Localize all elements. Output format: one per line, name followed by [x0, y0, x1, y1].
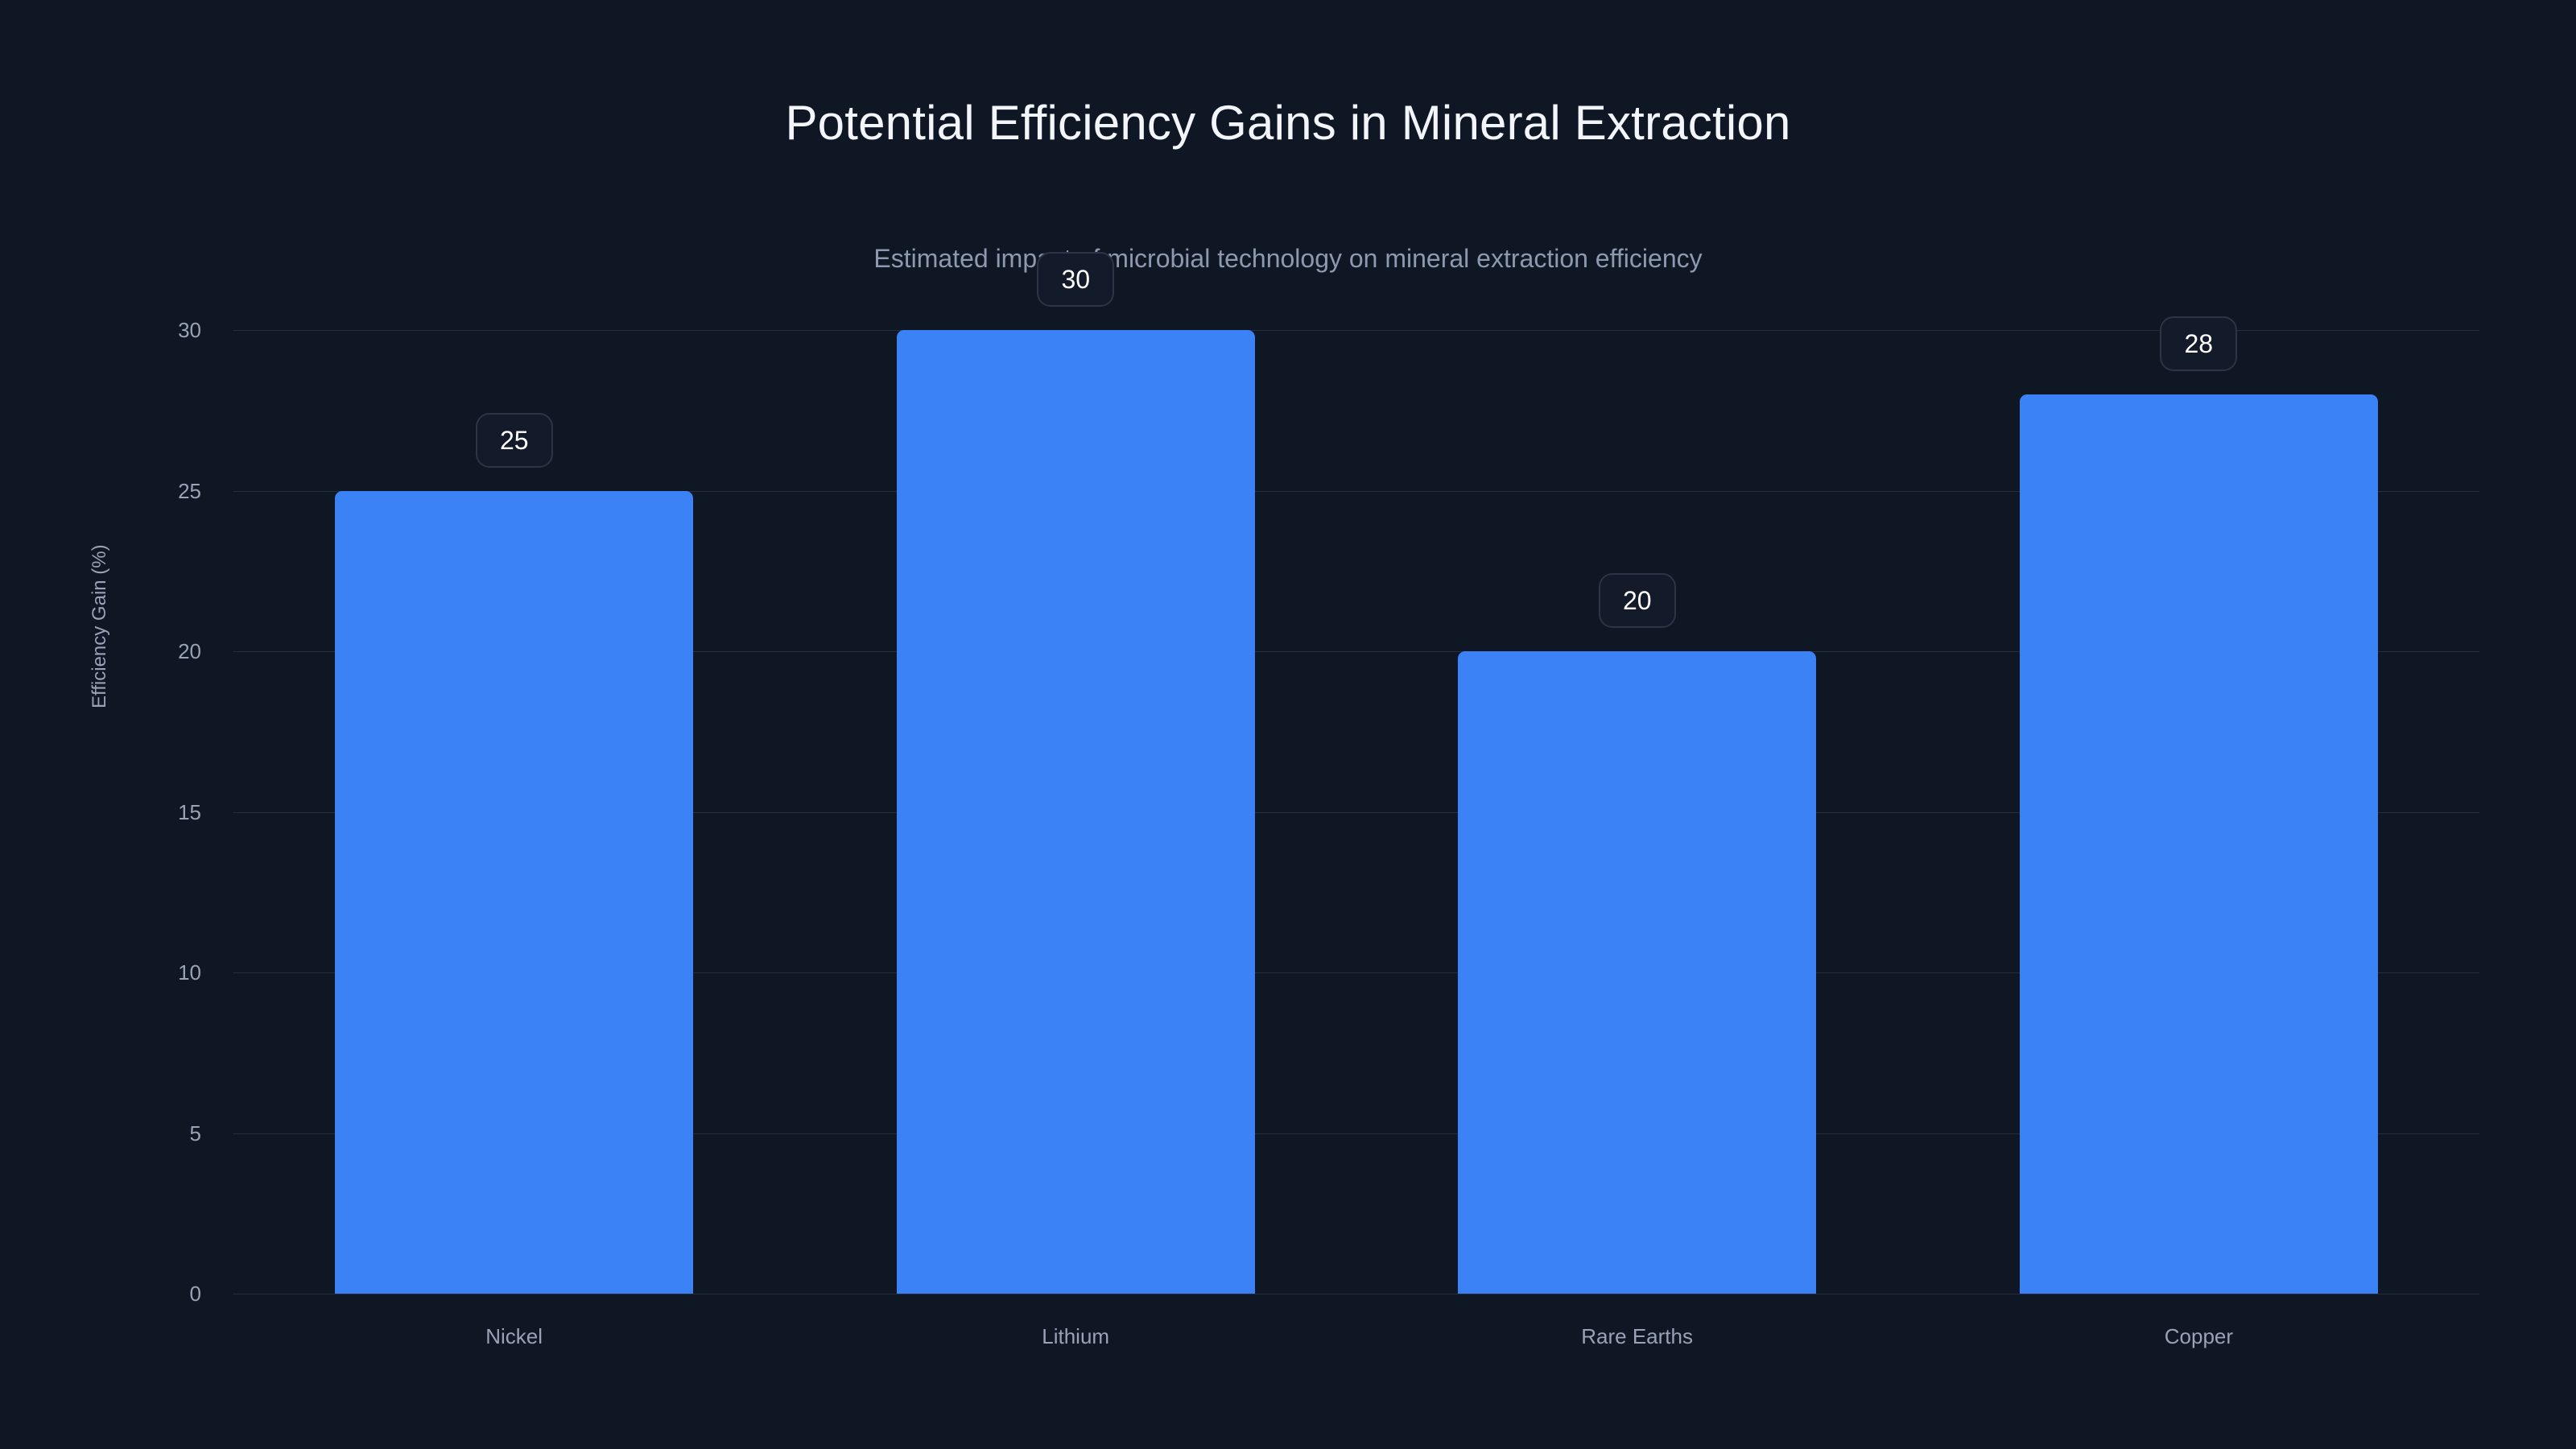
x-tick-label: Copper [2164, 1324, 2234, 1348]
y-tick-label: 25 [178, 478, 201, 503]
y-tick-label: 20 [178, 639, 201, 663]
plot-area [233, 330, 2479, 1294]
gridline [233, 651, 2479, 652]
bar-rare-earths[interactable] [1458, 651, 1817, 1294]
y-tick-label: 0 [189, 1282, 201, 1306]
chart-title: Potential Efficiency Gains in Mineral Ex… [785, 96, 1791, 150]
gridline [233, 1133, 2479, 1134]
gridline [233, 972, 2479, 973]
x-tick-label: Lithium [1042, 1324, 1110, 1348]
gridline [233, 330, 2479, 331]
y-axis-title: Efficiency Gain (%) [89, 544, 110, 708]
x-tick-label: Nickel [485, 1324, 543, 1348]
y-tick-label: 5 [189, 1121, 201, 1146]
value-badge: 25 [475, 412, 553, 468]
value-badge: 20 [1598, 573, 1676, 628]
value-badge: 30 [1037, 252, 1115, 307]
y-tick-label: 15 [178, 799, 201, 824]
y-tick-label: 30 [178, 318, 201, 342]
bar-nickel[interactable] [335, 490, 694, 1294]
x-tick-label: Rare Earths [1581, 1324, 1693, 1348]
y-tick-label: 10 [178, 960, 201, 985]
bar-copper[interactable] [2019, 394, 2378, 1294]
gridline [233, 811, 2479, 813]
gridline [233, 490, 2479, 492]
value-badge: 28 [2160, 316, 2238, 371]
bar-lithium[interactable] [896, 330, 1255, 1294]
chart-subtitle: Estimated impact of microbial technology… [873, 244, 1703, 273]
